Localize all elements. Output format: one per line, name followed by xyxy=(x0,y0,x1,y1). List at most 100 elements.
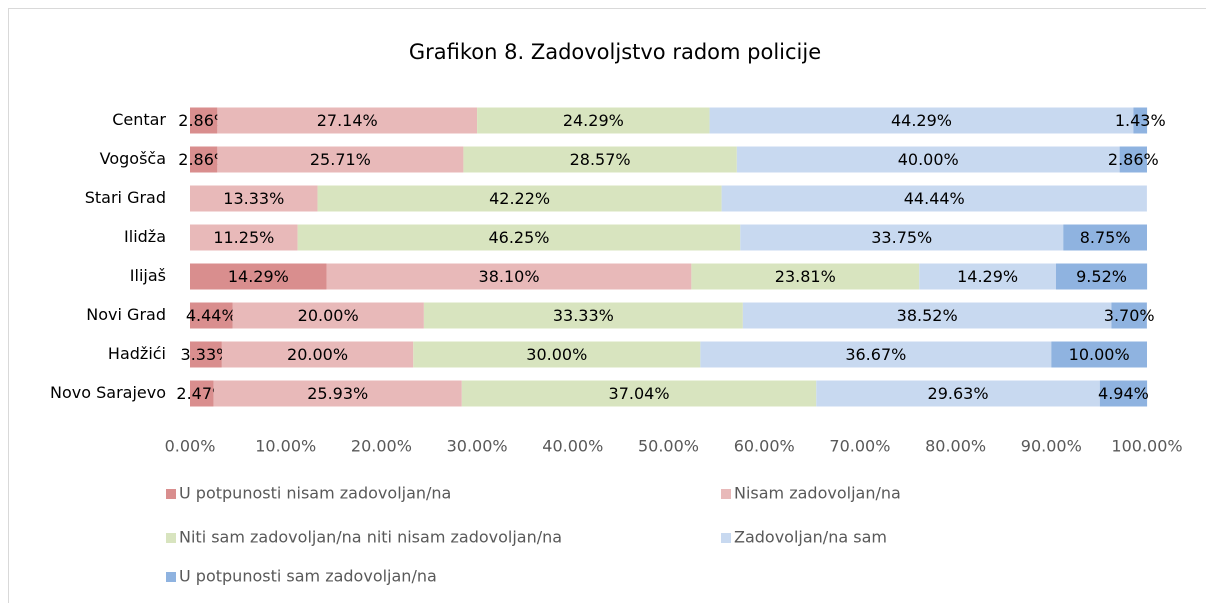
bar-segment xyxy=(317,185,722,212)
data-label: 2.86% xyxy=(178,111,229,130)
bar-segment xyxy=(1133,107,1148,134)
bar-segment xyxy=(190,185,318,212)
legend-swatch xyxy=(166,489,176,499)
data-label: 38.52% xyxy=(897,306,958,325)
data-label: 8.75% xyxy=(1080,228,1131,247)
y-tick-label: Novi Grad xyxy=(86,305,166,324)
bar-segment xyxy=(190,146,218,173)
chart-title: Grafikon 8. Zadovoljstvo radom policije xyxy=(409,40,821,64)
data-label: 1.43% xyxy=(1115,111,1166,130)
data-label: 13.33% xyxy=(223,189,284,208)
bar-segment xyxy=(1099,380,1148,407)
bar-segment xyxy=(190,341,222,368)
data-label: 2.86% xyxy=(1108,150,1159,169)
bar-segment xyxy=(232,302,424,329)
legend-label: Niti sam zadovoljan/na niti nisam zadovo… xyxy=(179,528,562,547)
bar-segment xyxy=(721,185,1147,212)
chart-border xyxy=(8,8,1206,603)
data-label: 14.29% xyxy=(957,267,1018,286)
bar-segment xyxy=(736,146,1120,173)
data-label: 23.81% xyxy=(775,267,836,286)
x-tick-label: 100.00% xyxy=(1111,437,1182,456)
data-label: 36.67% xyxy=(845,345,906,364)
data-label: 29.63% xyxy=(928,384,989,403)
bar-segment xyxy=(477,107,710,134)
bar-segment xyxy=(217,146,464,173)
bar-segment xyxy=(423,302,743,329)
bar-segment xyxy=(1111,302,1147,329)
y-tick-label: Vogošča xyxy=(100,149,166,168)
bar-segment xyxy=(742,302,1112,329)
bar-segment xyxy=(700,341,1052,368)
bar-segment xyxy=(461,380,817,407)
x-tick-label: 20.00% xyxy=(351,437,412,456)
x-tick-label: 30.00% xyxy=(447,437,508,456)
y-tick-label: Hadžići xyxy=(108,344,166,363)
data-label: 37.04% xyxy=(609,384,670,403)
data-label: 40.00% xyxy=(898,150,959,169)
data-label: 11.25% xyxy=(213,228,274,247)
data-label: 28.57% xyxy=(570,150,631,169)
bar-segment xyxy=(709,107,1134,134)
legend-label: Zadovoljan/na sam xyxy=(734,528,887,547)
data-label: 42.22% xyxy=(489,189,550,208)
bar-segment xyxy=(326,263,692,290)
data-label: 30.00% xyxy=(526,345,587,364)
data-label: 27.14% xyxy=(317,111,378,130)
bar-segment xyxy=(816,380,1100,407)
bar-segment xyxy=(190,224,298,251)
legend-swatch xyxy=(166,533,176,543)
bar-segment xyxy=(190,263,327,290)
data-label: 2.86% xyxy=(178,150,229,169)
legend-label: U potpunosti sam zadovoljan/na xyxy=(179,567,437,586)
bar-segment xyxy=(1051,341,1147,368)
data-label: 20.00% xyxy=(287,345,348,364)
legend-label: U potpunosti nisam zadovoljan/na xyxy=(179,484,451,503)
x-tick-label: 50.00% xyxy=(638,437,699,456)
bar-segment xyxy=(190,302,233,329)
bar-segment xyxy=(413,341,701,368)
bar-segment xyxy=(217,107,478,134)
y-tick-label: Stari Grad xyxy=(85,188,166,207)
bar-segment xyxy=(221,341,414,368)
data-label: 25.93% xyxy=(307,384,368,403)
data-label: 4.94% xyxy=(1098,384,1149,403)
bar-segment xyxy=(1063,224,1147,251)
data-label: 44.29% xyxy=(891,111,952,130)
data-label: 3.70% xyxy=(1104,306,1155,325)
data-label: 4.44% xyxy=(186,306,237,325)
x-tick-label: 0.00% xyxy=(165,437,216,456)
data-label: 3.33% xyxy=(181,345,232,364)
legend-swatch xyxy=(721,533,731,543)
x-tick-label: 60.00% xyxy=(734,437,795,456)
bar-segment xyxy=(740,224,1064,251)
bar-segment xyxy=(190,107,218,134)
x-tick-label: 70.00% xyxy=(829,437,890,456)
x-tick-label: 90.00% xyxy=(1021,437,1082,456)
data-label: 44.44% xyxy=(904,189,965,208)
x-tick-label: 40.00% xyxy=(542,437,603,456)
data-label: 24.29% xyxy=(563,111,624,130)
y-tick-label: Centar xyxy=(112,110,166,129)
bar-segment xyxy=(919,263,1056,290)
data-label: 10.00% xyxy=(1069,345,1130,364)
legend-swatch xyxy=(721,489,731,499)
bar-segment xyxy=(190,380,214,407)
data-label: 25.71% xyxy=(310,150,371,169)
data-label: 33.75% xyxy=(871,228,932,247)
data-label: 14.29% xyxy=(228,267,289,286)
data-label: 20.00% xyxy=(298,306,359,325)
data-label: 9.52% xyxy=(1076,267,1127,286)
x-tick-label: 10.00% xyxy=(255,437,316,456)
y-tick-label: Ilijaš xyxy=(130,266,166,285)
bar-segment xyxy=(1055,263,1148,290)
y-tick-label: Ilidža xyxy=(124,227,166,246)
bar-segment xyxy=(691,263,920,290)
x-tick-label: 80.00% xyxy=(925,437,986,456)
bar-segment xyxy=(297,224,741,251)
bar-segment xyxy=(463,146,737,173)
legend-label: Nisam zadovoljan/na xyxy=(734,484,901,503)
bar-segment xyxy=(1119,146,1147,173)
legend-swatch xyxy=(166,572,176,582)
